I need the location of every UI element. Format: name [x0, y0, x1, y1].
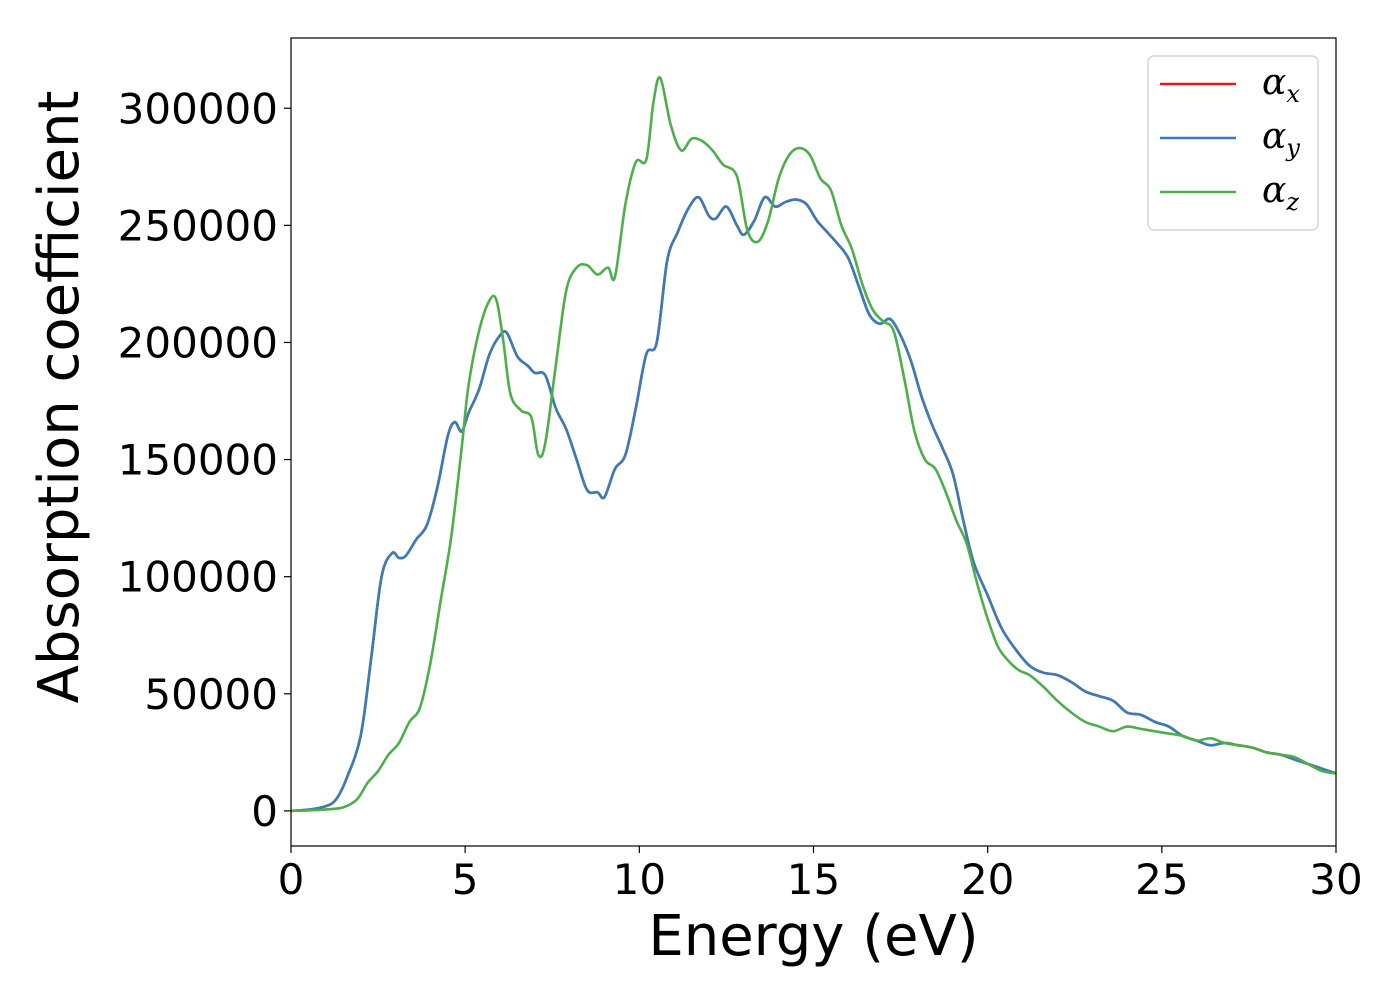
- x-tick-label: 30: [1309, 855, 1362, 904]
- y-tick-label: 250000: [118, 201, 278, 250]
- x-tick-label: 15: [787, 855, 840, 904]
- y-axis-ticks: 0 50000 100000 150000 200000 250000 300000: [118, 84, 291, 836]
- series-line-x: [290, 195, 1337, 813]
- x-tick-label: 20: [961, 855, 1014, 904]
- legend-label-z: αz: [1262, 170, 1299, 216]
- series-line-z: [290, 76, 1337, 813]
- x-tick-label: 25: [1135, 855, 1188, 904]
- legend: αx αy αz: [1147, 55, 1319, 231]
- y-tick-label: 150000: [118, 436, 278, 485]
- y-tick-label: 100000: [118, 553, 278, 602]
- legend-label-x: αx: [1262, 62, 1300, 108]
- y-tick-label: 300000: [118, 84, 278, 133]
- x-tick-label: 5: [452, 855, 479, 904]
- legend-box: [1147, 55, 1319, 231]
- y-axis-title: Absorption coefficient: [27, 91, 92, 704]
- x-tick-label: 0: [278, 855, 305, 904]
- legend-label-y: αy: [1262, 116, 1300, 162]
- x-axis-title: Energy (eV): [648, 904, 978, 969]
- y-tick-label: 0: [251, 787, 278, 836]
- series-layer: [290, 76, 1337, 813]
- y-tick-label: 200000: [118, 318, 278, 367]
- legend-items: αx αy αz: [1160, 62, 1300, 216]
- y-tick-label: 50000: [144, 670, 278, 719]
- series-line-y: [290, 195, 1337, 813]
- x-axis-ticks: 0 5 10 15 20 25 30: [278, 846, 1363, 904]
- x-tick-label: 10: [613, 855, 666, 904]
